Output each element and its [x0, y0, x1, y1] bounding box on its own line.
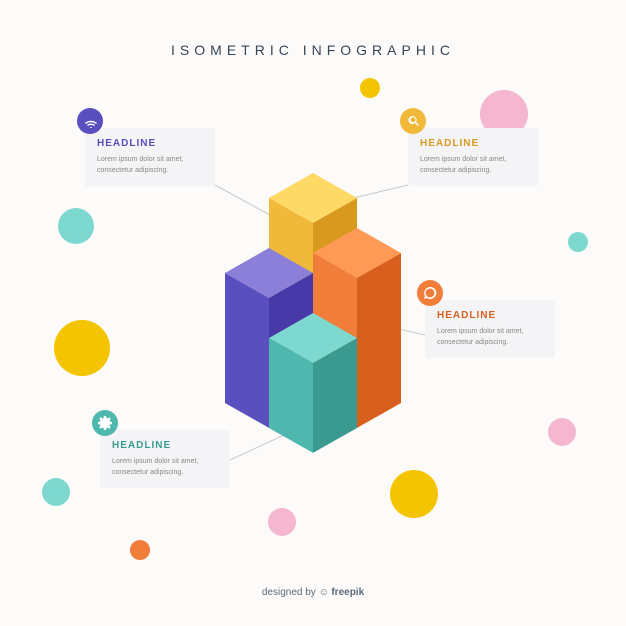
- card-title: HEADLINE: [420, 138, 526, 149]
- card-body: Lorem ipsum dolor sit amet, consectetur …: [97, 155, 203, 176]
- wifi-icon: [77, 108, 103, 134]
- card-title: HEADLINE: [112, 440, 218, 451]
- card-body: Lorem ipsum dolor sit amet, consectetur …: [420, 155, 526, 176]
- info-card-search: HEADLINE Lorem ipsum dolor sit amet, cons…: [408, 128, 538, 186]
- bar-teal: [269, 313, 357, 453]
- card-body: Lorem ipsum dolor sit amet, consectetur …: [437, 327, 543, 348]
- isometric-chart: [213, 183, 413, 443]
- search-icon: [400, 108, 426, 134]
- card-body: Lorem ipsum dolor sit amet, consectetur …: [112, 457, 218, 478]
- credit-line: designed by ☺ freepik: [262, 587, 364, 598]
- card-title: HEADLINE: [437, 310, 543, 321]
- credit-prefix: designed by: [262, 587, 319, 598]
- chat-icon: [417, 280, 443, 306]
- card-title: HEADLINE: [97, 138, 203, 149]
- info-card-wifi: HEADLINE Lorem ipsum dolor sit amet, cons…: [85, 128, 215, 186]
- info-card-chat: HEADLINE Lorem ipsum dolor sit amet, cons…: [425, 300, 555, 358]
- gear-icon: [92, 410, 118, 436]
- credit-brand: freepik: [331, 587, 364, 598]
- info-card-gear: HEADLINE Lorem ipsum dolor sit amet, cons…: [100, 430, 230, 488]
